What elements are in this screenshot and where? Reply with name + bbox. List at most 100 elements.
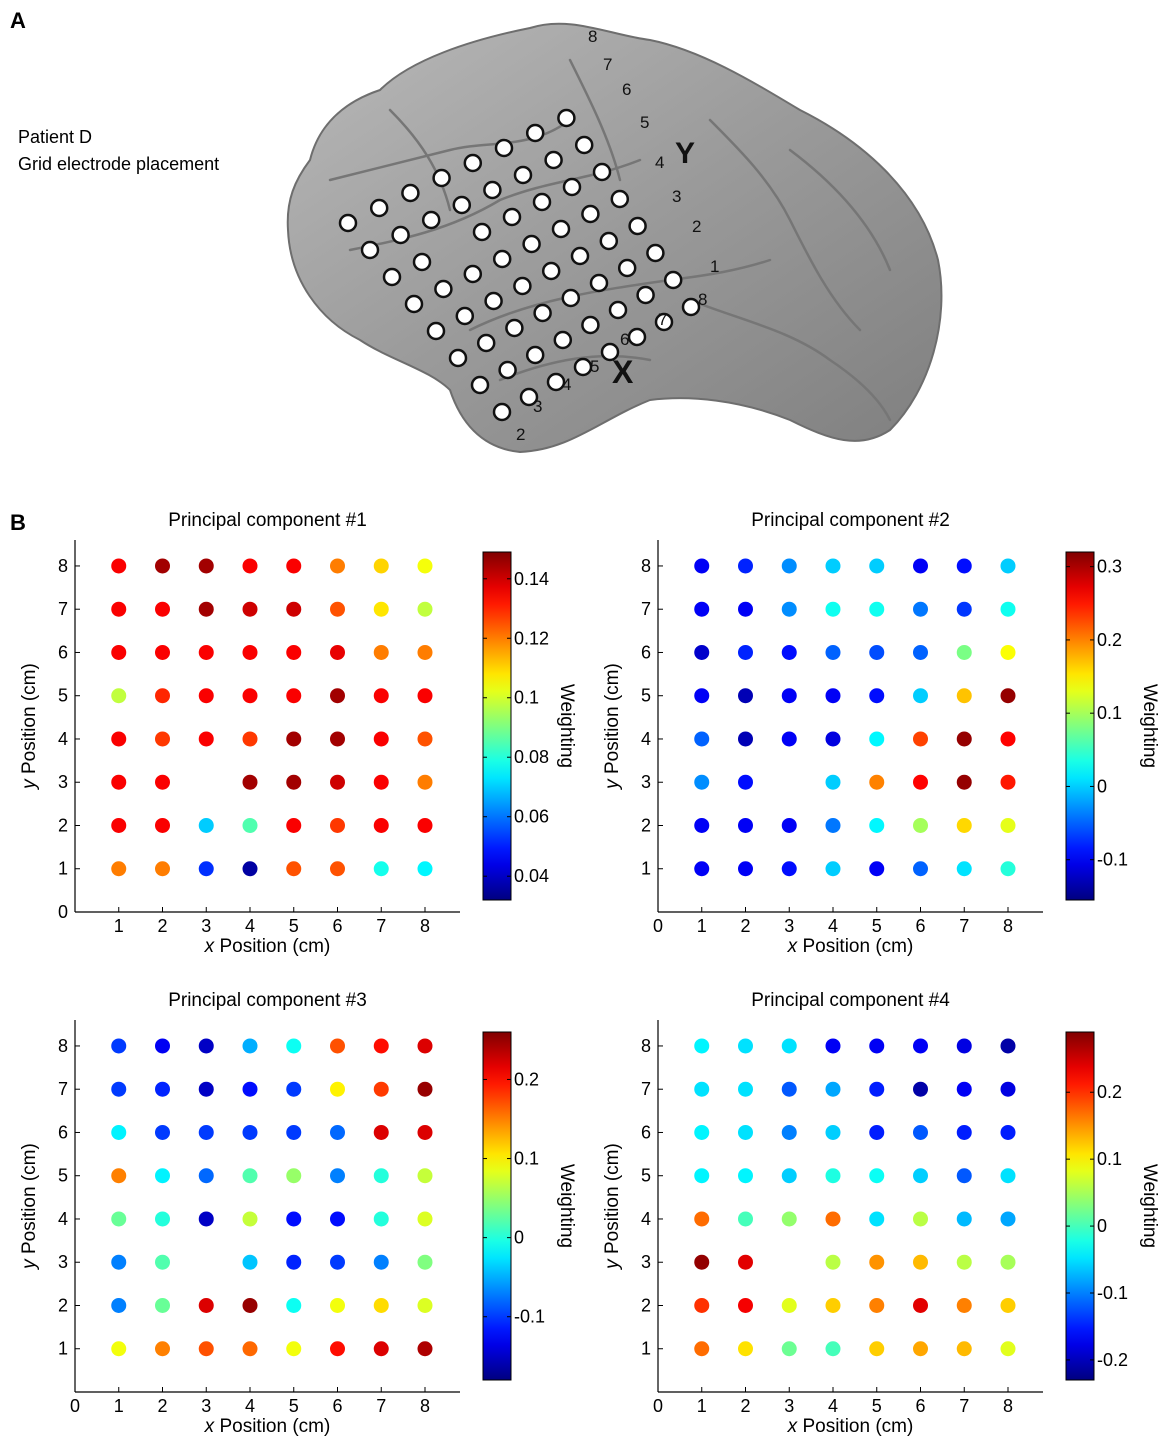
electrode-contact bbox=[663, 270, 683, 290]
x-tick-label: 4 bbox=[828, 916, 838, 936]
data-point bbox=[373, 558, 389, 574]
data-point bbox=[738, 774, 753, 790]
data-point bbox=[738, 644, 753, 660]
x-tick-label: 2 bbox=[740, 916, 750, 936]
electrode-contact bbox=[505, 318, 524, 338]
data-point bbox=[155, 601, 170, 617]
data-point bbox=[286, 1038, 302, 1054]
data-point bbox=[781, 688, 797, 704]
data-point bbox=[155, 1341, 170, 1357]
x-tick-label: 8 bbox=[1003, 1396, 1013, 1416]
colorbar-label: Weighting bbox=[1139, 1164, 1160, 1248]
data-point bbox=[111, 1081, 127, 1097]
data-point bbox=[1000, 1341, 1016, 1357]
electrode-contact bbox=[544, 150, 563, 170]
data-point bbox=[330, 861, 345, 877]
data-point bbox=[956, 1038, 972, 1054]
x-tick-label: 6 bbox=[915, 1396, 925, 1416]
data-point bbox=[738, 1211, 753, 1227]
data-point bbox=[286, 1124, 302, 1140]
data-point bbox=[417, 1211, 433, 1227]
data-point bbox=[198, 861, 214, 877]
data-point bbox=[738, 731, 753, 747]
data-point bbox=[913, 688, 928, 704]
data-point bbox=[417, 774, 433, 790]
data-point bbox=[417, 1297, 433, 1313]
data-point bbox=[373, 1124, 389, 1140]
electrode-contact bbox=[636, 285, 655, 305]
electrode-contact bbox=[532, 192, 552, 212]
grid-number: 3 bbox=[533, 397, 542, 416]
data-point bbox=[956, 644, 972, 660]
data-point bbox=[373, 1297, 389, 1313]
x-tick-label: 6 bbox=[915, 916, 925, 936]
data-point bbox=[242, 1341, 258, 1357]
electrode-contact bbox=[494, 138, 514, 158]
data-point bbox=[330, 644, 345, 660]
x-tick-label: 3 bbox=[201, 916, 211, 936]
colorbar-tick-label: 0 bbox=[1097, 1216, 1107, 1236]
panel-a-label: A bbox=[10, 8, 26, 33]
y-tick-label: 0 bbox=[58, 902, 68, 922]
colorbar-tick-label: 0.14 bbox=[514, 569, 549, 589]
data-point bbox=[913, 1038, 928, 1054]
data-point bbox=[111, 558, 127, 574]
pc3-chart: Principal component #3 0 1 2 3 4 5 6 7 8 1 2 3 4 5 6 7 8 x… bbox=[19, 990, 577, 1437]
grid-number: 7 bbox=[658, 310, 667, 329]
data-point bbox=[781, 1168, 797, 1184]
data-point bbox=[242, 1081, 258, 1097]
data-point bbox=[869, 1341, 885, 1357]
electrode-contact bbox=[452, 195, 472, 215]
colorbar-tick-label: 0.2 bbox=[514, 1069, 539, 1089]
data-point bbox=[781, 1297, 797, 1313]
data-point bbox=[286, 1254, 302, 1270]
data-point bbox=[738, 817, 753, 833]
x-tick-label: 7 bbox=[959, 1396, 969, 1416]
y-tick-label: 3 bbox=[641, 1252, 651, 1272]
grid-number: 6 bbox=[622, 80, 631, 99]
electrode-contact bbox=[522, 234, 541, 254]
y-tick-label: 7 bbox=[58, 599, 68, 619]
data-point bbox=[330, 1124, 345, 1140]
colorbar-tick-label: 0.1 bbox=[514, 1149, 539, 1169]
electrode-contact bbox=[610, 189, 630, 209]
data-point bbox=[694, 1168, 710, 1184]
data-point bbox=[198, 1124, 214, 1140]
electrode-contact bbox=[589, 273, 609, 293]
x-tick-label: 1 bbox=[114, 1396, 124, 1416]
data-point bbox=[913, 1254, 928, 1270]
data-point bbox=[913, 1211, 928, 1227]
data-point bbox=[286, 861, 302, 877]
data-point bbox=[242, 1038, 258, 1054]
data-point bbox=[111, 1038, 127, 1054]
y-tick-label: 1 bbox=[58, 1339, 68, 1359]
data-point bbox=[1000, 688, 1016, 704]
data-point bbox=[417, 817, 433, 833]
data-point bbox=[198, 1341, 214, 1357]
data-point bbox=[242, 1168, 258, 1184]
data-point bbox=[330, 1341, 345, 1357]
electrode-contact bbox=[519, 387, 539, 407]
x-tick-label: 1 bbox=[697, 1396, 707, 1416]
electrode-contact bbox=[553, 330, 573, 350]
marker-y: Y bbox=[675, 137, 695, 170]
colorbar-label: Weighting bbox=[556, 684, 577, 768]
data-point bbox=[198, 601, 214, 617]
data-point bbox=[825, 644, 841, 660]
data-point bbox=[694, 817, 710, 833]
y-tick-label: 2 bbox=[641, 815, 651, 835]
data-point bbox=[373, 1254, 389, 1270]
data-point bbox=[155, 861, 170, 877]
y-tick-label: 8 bbox=[641, 556, 651, 576]
y-axis-label: y Position (cm) bbox=[602, 663, 623, 791]
electrode-contact bbox=[574, 135, 594, 155]
data-point bbox=[825, 1254, 841, 1270]
x-tick-label: 3 bbox=[784, 1396, 794, 1416]
data-point bbox=[242, 688, 258, 704]
y-tick-label: 8 bbox=[58, 1036, 68, 1056]
data-point bbox=[869, 817, 885, 833]
data-point bbox=[417, 688, 433, 704]
data-point bbox=[781, 817, 797, 833]
data-point bbox=[738, 558, 753, 574]
data-point bbox=[825, 1124, 841, 1140]
